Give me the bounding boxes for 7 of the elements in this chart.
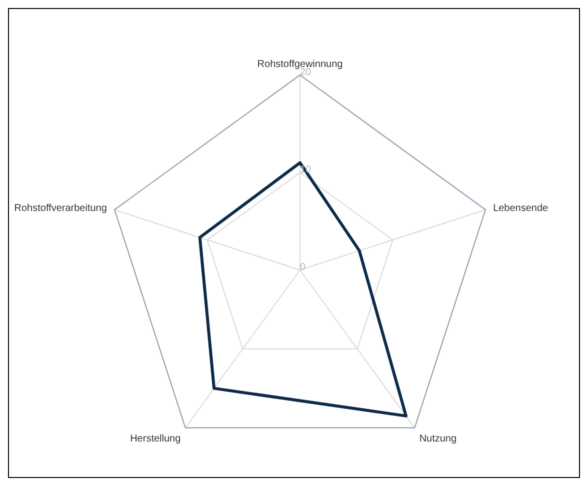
spoke-label: Nutzung — [419, 433, 457, 444]
spoke-label: Rohstoffverarbeitung — [14, 202, 107, 214]
spoke-label: Lebensende — [493, 202, 549, 214]
spoke-label: Herstellung — [130, 433, 181, 444]
spoke-label: Rohstoffgewinnung — [257, 59, 343, 70]
y-tick-label: 20 — [300, 67, 312, 78]
y-tick-label: 0 — [300, 262, 306, 273]
